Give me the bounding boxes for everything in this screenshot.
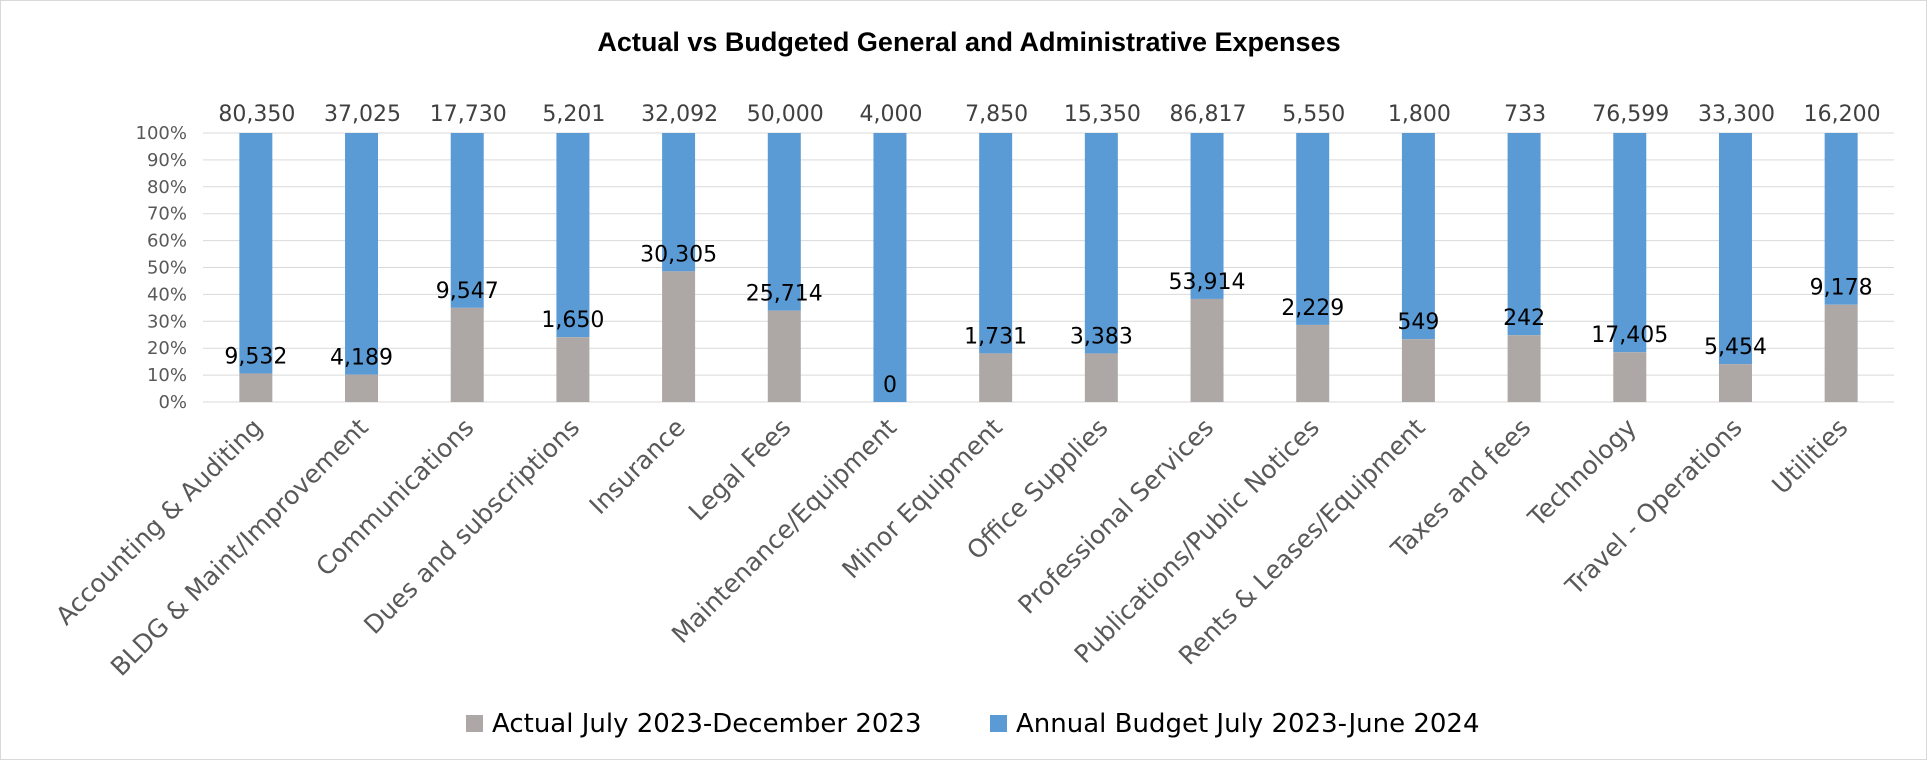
- y-tick-label: 90%: [147, 150, 187, 171]
- bar-actual: [1613, 352, 1647, 402]
- category-label: Utilities: [1766, 413, 1853, 500]
- budget-value-label: 15,350: [1064, 102, 1141, 127]
- bar-actual: [239, 373, 273, 402]
- legend-label: Annual Budget July 2023-June 2024: [1016, 709, 1480, 739]
- bar-actual: [979, 353, 1013, 402]
- bars: [239, 133, 1858, 402]
- budget-value-label: 733: [1504, 102, 1546, 127]
- y-axis-ticks: 0% 10% 20% 30% 40% 50% 60% 70% 80% 90% 100%: [136, 123, 187, 413]
- category-label: Professional Services: [1012, 413, 1219, 620]
- category-label: Maintenance/Equipment: [666, 413, 902, 649]
- y-tick-label: 0%: [158, 392, 187, 413]
- actual-value-label: 30,305: [640, 242, 717, 267]
- legend-swatch: [990, 715, 1007, 732]
- actual-value-label: 1,650: [541, 308, 604, 333]
- bar-actual: [450, 307, 484, 402]
- bar-actual: [1718, 364, 1752, 402]
- chart-title: Actual vs Budgeted General and Administr…: [597, 27, 1340, 57]
- bar-budget: [1613, 133, 1647, 353]
- category-label: Travel - Operations: [1559, 413, 1748, 602]
- budget-value-label: 16,200: [1804, 102, 1881, 127]
- y-tick-label: 80%: [147, 177, 187, 198]
- y-tick-label: 40%: [147, 284, 187, 305]
- bar-actual: [662, 271, 696, 402]
- y-tick-label: 70%: [147, 204, 187, 225]
- budget-value-label: 4,000: [859, 102, 922, 127]
- category-label: Dues and subscriptions: [358, 413, 585, 640]
- actual-value-label: 9,532: [224, 344, 287, 369]
- bar-budget: [873, 133, 907, 402]
- bar-budget: [1507, 133, 1541, 336]
- y-tick-label: 30%: [147, 311, 187, 332]
- legend-swatch: [466, 715, 483, 732]
- budget-value-label: 76,599: [1592, 102, 1669, 127]
- bar-budget: [1296, 133, 1330, 325]
- bar-budget: [1084, 133, 1118, 354]
- budget-value-label: 1,800: [1388, 102, 1451, 127]
- bar-actual: [345, 374, 379, 402]
- bar-budget: [345, 133, 379, 375]
- bar-budget: [239, 133, 273, 374]
- y-tick-label: 20%: [147, 338, 187, 359]
- actual-value-label: 549: [1397, 310, 1439, 335]
- data-labels: 80,350 9,532 37,025 4,189 17,730 9,547 5,201 1,…: [218, 102, 1880, 398]
- budget-value-label: 7,850: [965, 102, 1028, 127]
- bar-budget: [1190, 133, 1224, 299]
- actual-value-label: 25,714: [746, 282, 823, 307]
- bar-budget: [556, 133, 590, 338]
- y-tick-label: 60%: [147, 231, 187, 252]
- bar-actual: [1084, 353, 1118, 402]
- y-tick-label: 10%: [147, 365, 187, 386]
- budget-value-label: 33,300: [1698, 102, 1775, 127]
- budget-value-label: 37,025: [324, 102, 401, 127]
- category-label: Legal Fees: [683, 413, 797, 527]
- actual-value-label: 1,731: [964, 324, 1027, 349]
- actual-value-label: 17,405: [1591, 323, 1668, 348]
- budget-value-label: 32,092: [641, 102, 718, 127]
- y-tick-label: 50%: [147, 258, 187, 279]
- bar-actual: [1824, 304, 1858, 402]
- bar-budget: [450, 133, 484, 308]
- y-tick-label: 100%: [136, 123, 187, 144]
- budget-value-label: 50,000: [747, 102, 824, 127]
- actual-value-label: 5,454: [1704, 335, 1767, 360]
- actual-value-label: 0: [883, 373, 897, 398]
- bar-actual: [767, 310, 801, 402]
- budget-value-label: 86,817: [1170, 102, 1247, 127]
- actual-value-label: 9,178: [1810, 276, 1873, 301]
- actual-value-label: 2,229: [1281, 296, 1344, 321]
- bar-actual: [1190, 298, 1224, 402]
- actual-value-label: 4,189: [330, 346, 393, 371]
- bar-actual: [1401, 339, 1435, 402]
- bar-budget: [1718, 133, 1752, 365]
- bar-actual: [556, 337, 590, 402]
- budget-value-label: 80,350: [218, 102, 295, 127]
- bar-budget: [1824, 133, 1858, 305]
- bar-budget: [1401, 133, 1435, 340]
- budget-value-label: 5,550: [1282, 102, 1345, 127]
- legend: Actual July 2023-December 2023 Annual Bud…: [466, 709, 1480, 739]
- actual-value-label: 3,383: [1070, 324, 1133, 349]
- bar-budget: [662, 133, 696, 272]
- bar-actual: [1296, 324, 1330, 402]
- bar-actual: [1507, 335, 1541, 402]
- bar-budget: [979, 133, 1013, 354]
- budget-value-label: 5,201: [542, 102, 605, 127]
- category-label: Insurance: [584, 413, 691, 520]
- actual-value-label: 53,914: [1169, 270, 1246, 295]
- actual-value-label: 9,547: [436, 279, 499, 304]
- category-label: Accounting & Auditing: [50, 413, 268, 631]
- legend-label: Actual July 2023-December 2023: [492, 709, 922, 739]
- actual-value-label: 242: [1503, 306, 1545, 331]
- budget-value-label: 17,730: [430, 102, 507, 127]
- gridlines: [203, 132, 1894, 403]
- bar-budget: [767, 133, 801, 311]
